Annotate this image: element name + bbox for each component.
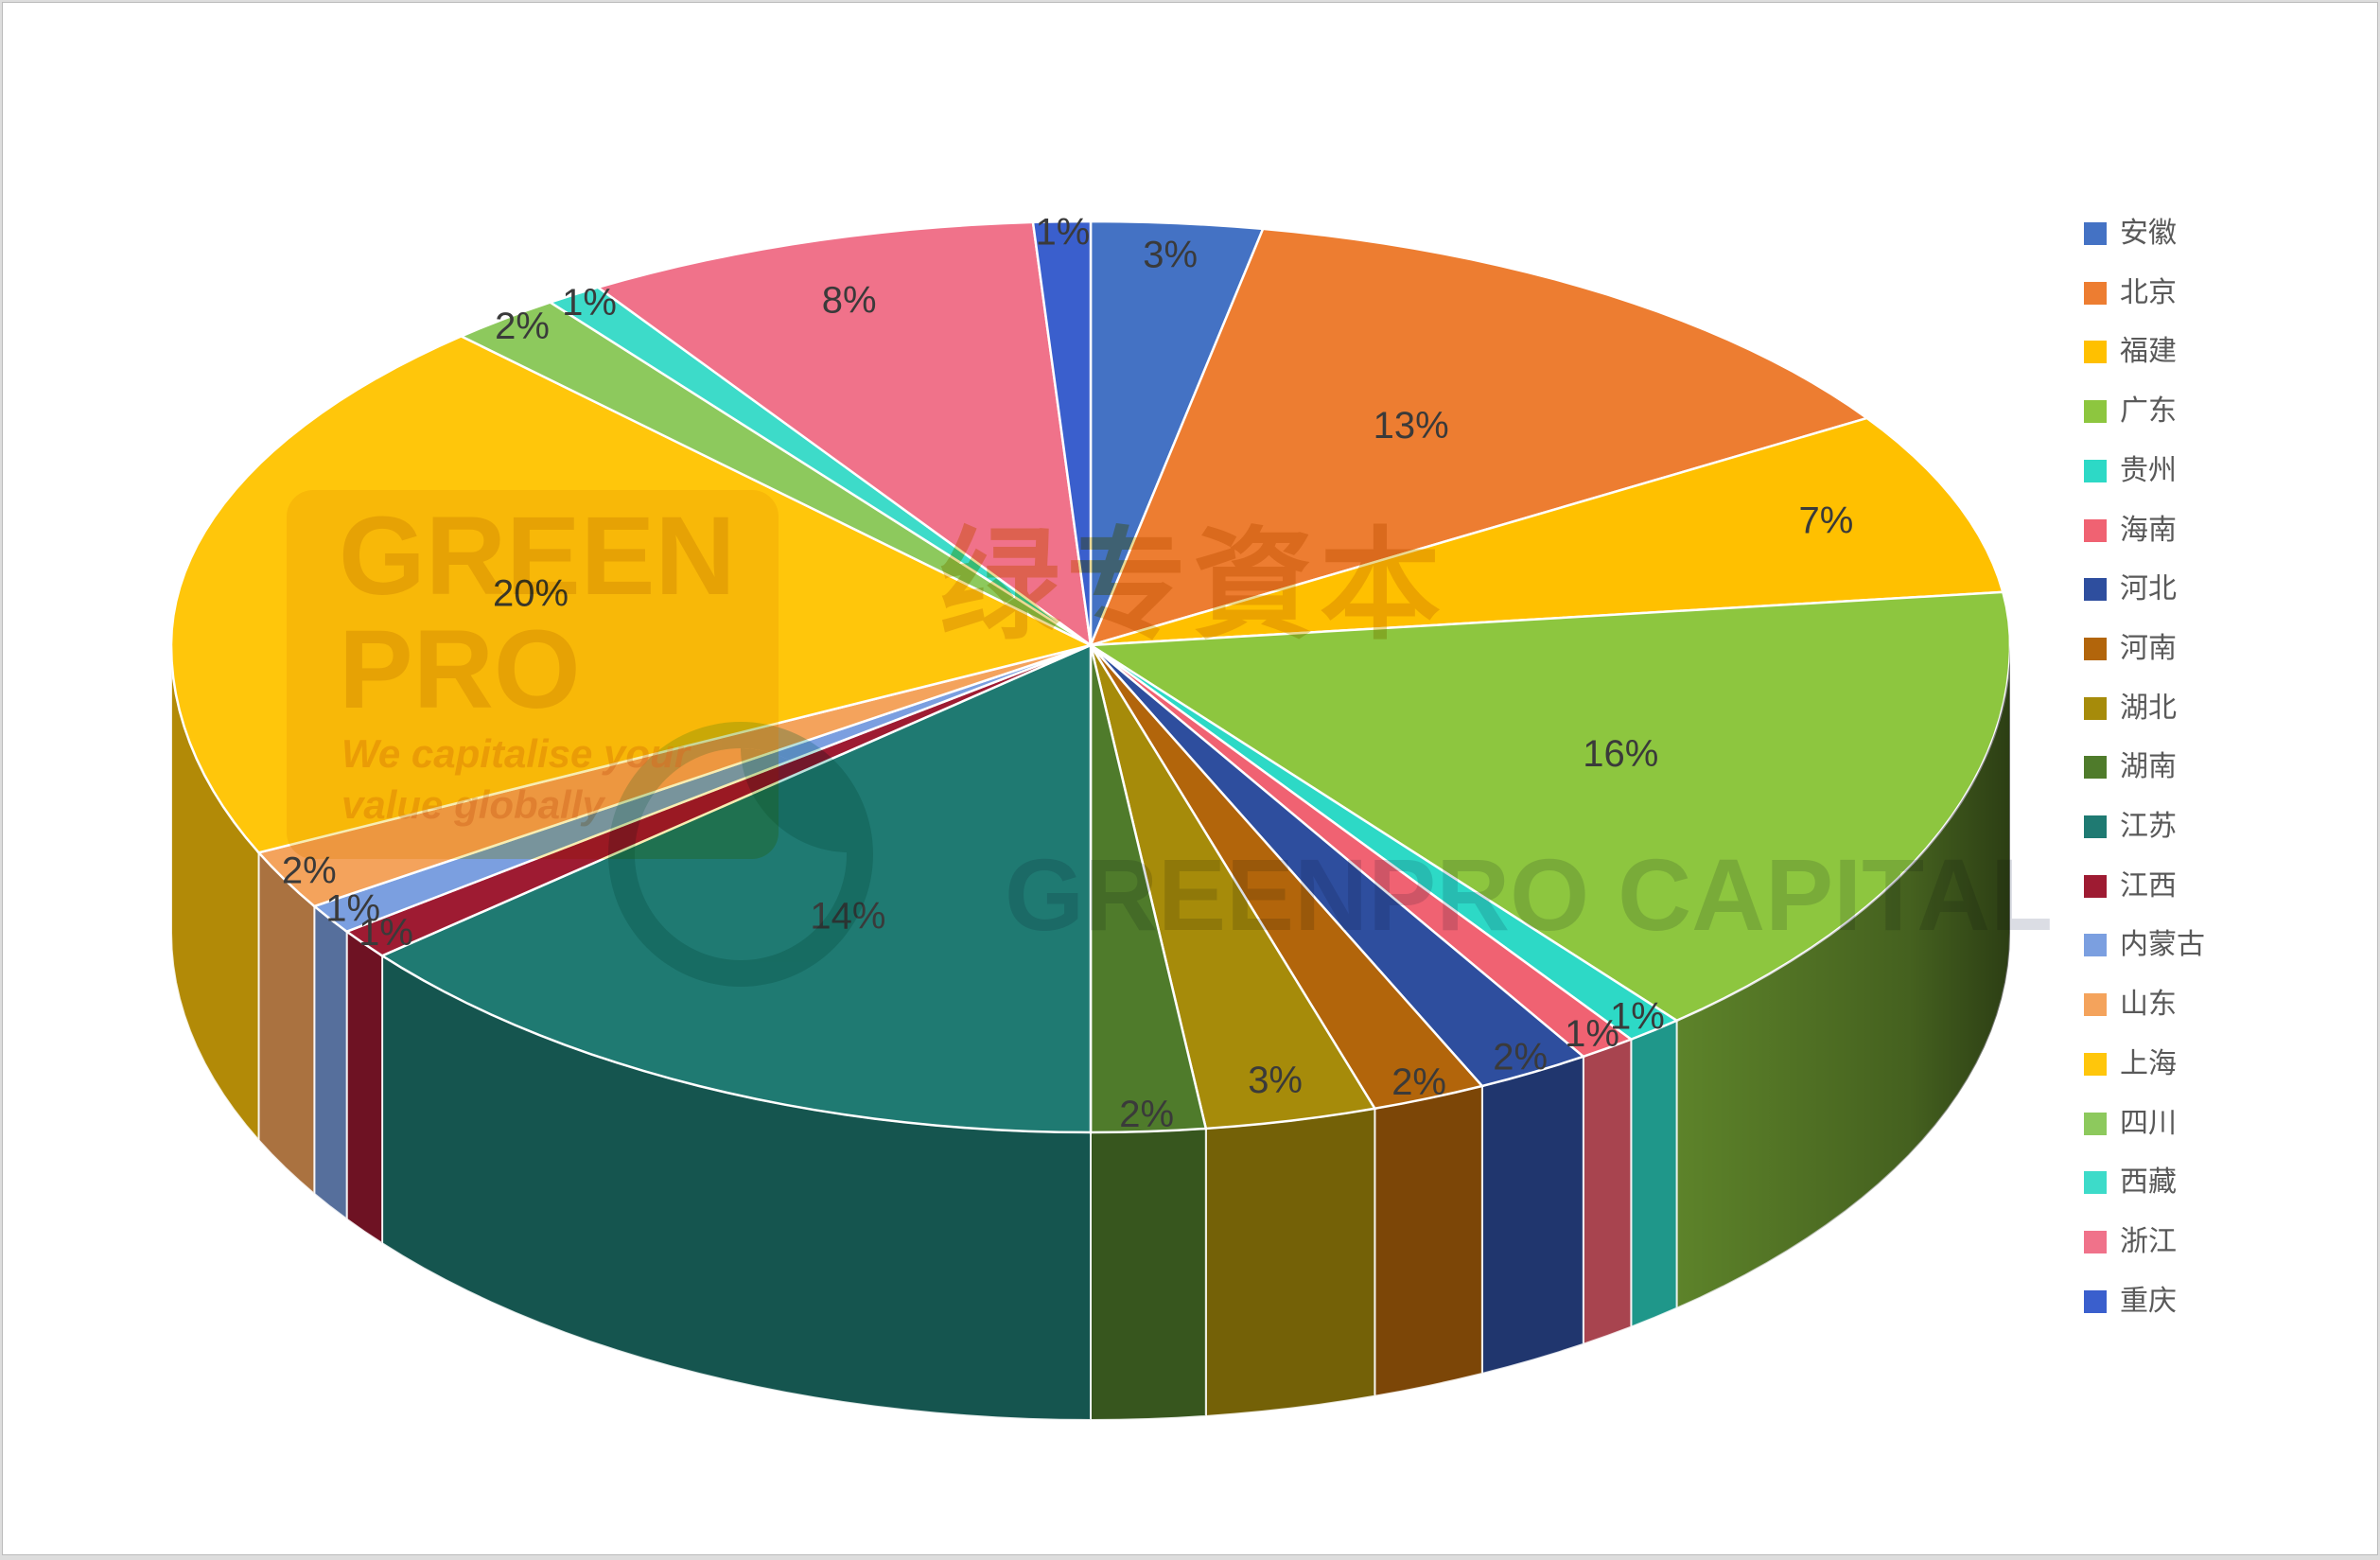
svg-text:3%: 3%: [1143, 234, 1198, 275]
svg-text:1%: 1%: [562, 282, 617, 324]
svg-text:14%: 14%: [810, 895, 885, 937]
svg-text:13%: 13%: [1374, 405, 1449, 447]
svg-text:1%: 1%: [325, 887, 380, 929]
svg-text:3%: 3%: [1248, 1060, 1303, 1101]
svg-text:2%: 2%: [1493, 1036, 1548, 1078]
svg-text:2%: 2%: [1119, 1094, 1174, 1135]
svg-text:1%: 1%: [1565, 1013, 1619, 1055]
svg-text:20%: 20%: [493, 573, 569, 615]
svg-text:1%: 1%: [1035, 211, 1090, 253]
svg-text:2%: 2%: [495, 306, 550, 347]
svg-text:7%: 7%: [1798, 500, 1853, 542]
svg-text:2%: 2%: [282, 850, 337, 891]
svg-text:2%: 2%: [1391, 1061, 1446, 1103]
svg-text:8%: 8%: [822, 279, 877, 321]
svg-text:16%: 16%: [1583, 733, 1658, 775]
